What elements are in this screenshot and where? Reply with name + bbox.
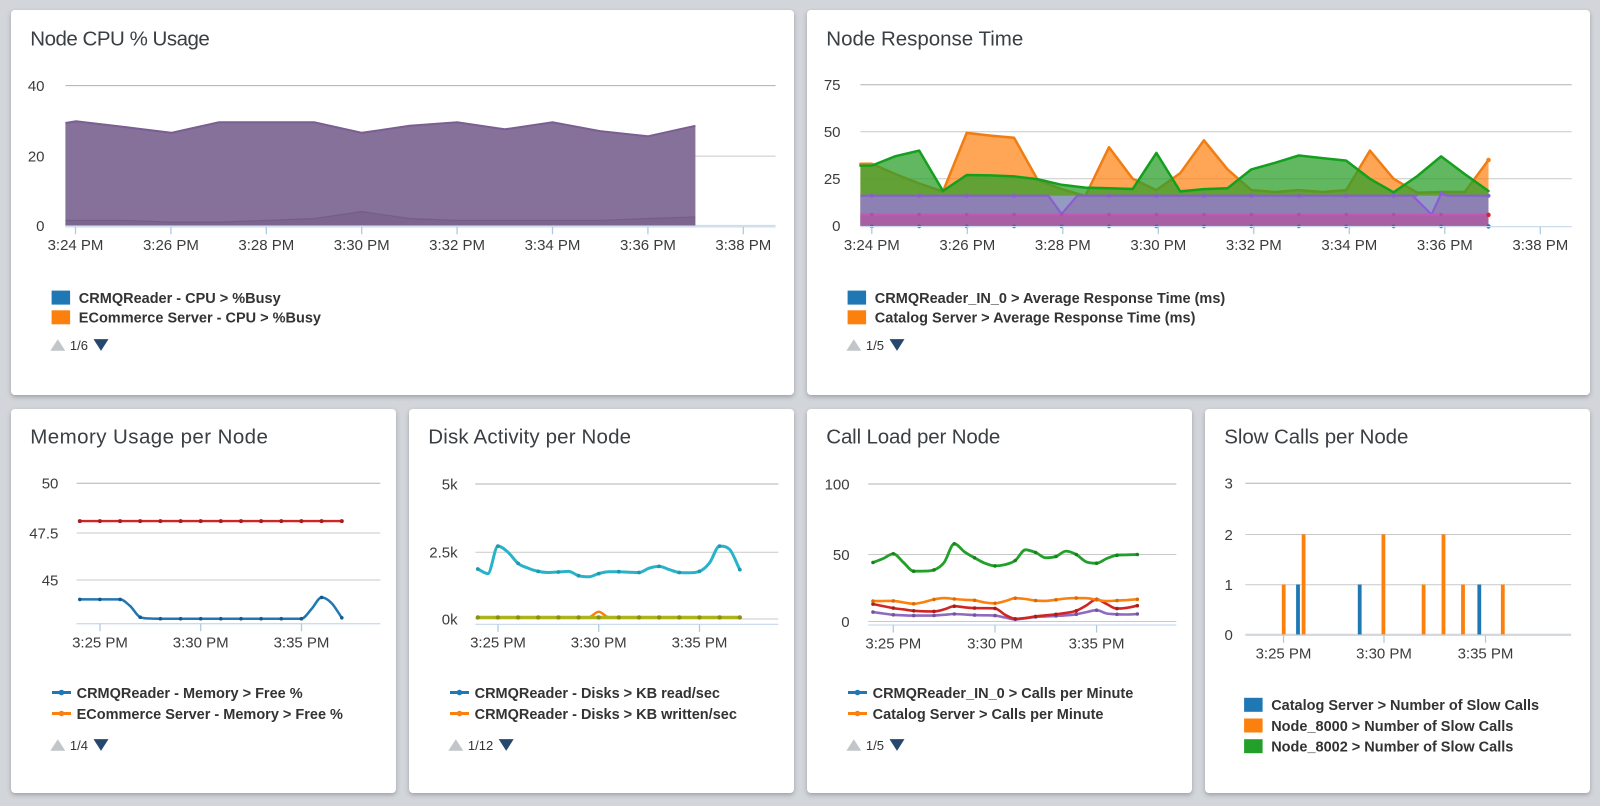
svg-text:ECommerce Server - Memory > Fr: ECommerce Server - Memory > Free %	[77, 707, 343, 723]
svg-text:CRMQReader_IN_0 > Average Resp: CRMQReader_IN_0 > Average Response Time …	[875, 291, 1226, 307]
svg-text:Node_8000 > Number of Slow Cal: Node_8000 > Number of Slow Calls	[1271, 719, 1513, 735]
svg-text:3:32 PM: 3:32 PM	[1226, 237, 1282, 254]
svg-text:0: 0	[1224, 627, 1232, 644]
svg-text:ECommerce Server - CPU > %Busy: ECommerce Server - CPU > %Busy	[79, 311, 321, 327]
svg-text:1/12: 1/12	[468, 738, 493, 753]
svg-text:0: 0	[832, 218, 840, 235]
svg-text:3:25 PM: 3:25 PM	[865, 636, 921, 653]
svg-text:3:24 PM: 3:24 PM	[844, 237, 900, 254]
svg-text:3:28 PM: 3:28 PM	[238, 237, 294, 254]
svg-text:3:34 PM: 3:34 PM	[1321, 237, 1377, 254]
svg-text:3:38 PM: 3:38 PM	[1512, 237, 1568, 254]
svg-text:75: 75	[824, 77, 841, 94]
svg-text:1/5: 1/5	[866, 738, 884, 753]
svg-text:3:25 PM: 3:25 PM	[470, 635, 526, 652]
svg-text:3:28 PM: 3:28 PM	[1035, 237, 1091, 254]
svg-text:3:25 PM: 3:25 PM	[72, 635, 128, 652]
svg-text:2: 2	[1224, 527, 1232, 544]
svg-text:Catalog Server > Average Respo: Catalog Server > Average Response Time (…	[875, 311, 1196, 327]
svg-text:3:30 PM: 3:30 PM	[334, 237, 390, 254]
svg-text:CRMQReader - Disks > KB writte: CRMQReader - Disks > KB written/sec	[475, 707, 737, 723]
svg-text:3:36 PM: 3:36 PM	[620, 237, 676, 254]
svg-text:CRMQReader - CPU > %Busy: CRMQReader - CPU > %Busy	[79, 291, 281, 307]
svg-text:Catalog Server > Number of Slo: Catalog Server > Number of Slow Calls	[1271, 698, 1539, 714]
svg-text:3:35 PM: 3:35 PM	[1458, 646, 1514, 663]
svg-text:Node Response Time: Node Response Time	[826, 27, 1023, 50]
svg-text:Catalog Server > Calls per Min: Catalog Server > Calls per Minute	[873, 707, 1104, 723]
svg-text:CRMQReader - Memory > Free %: CRMQReader - Memory > Free %	[77, 686, 303, 702]
svg-text:3:30 PM: 3:30 PM	[173, 635, 229, 652]
svg-text:Node_8002 > Number of Slow Cal: Node_8002 > Number of Slow Calls	[1271, 740, 1513, 756]
svg-text:3:30 PM: 3:30 PM	[1356, 646, 1412, 663]
svg-text:3:34 PM: 3:34 PM	[525, 237, 581, 254]
svg-text:CRMQReader - Disks > KB read/s: CRMQReader - Disks > KB read/sec	[475, 686, 720, 702]
svg-text:Node CPU % Usage: Node CPU % Usage	[30, 27, 209, 50]
svg-text:3:35 PM: 3:35 PM	[672, 635, 728, 652]
svg-text:Slow Calls per Node: Slow Calls per Node	[1224, 425, 1408, 448]
svg-text:3:38 PM: 3:38 PM	[715, 237, 771, 254]
svg-text:1: 1	[1224, 577, 1232, 594]
svg-text:50: 50	[833, 547, 850, 564]
svg-text:3:32 PM: 3:32 PM	[429, 237, 485, 254]
svg-text:0: 0	[841, 614, 849, 631]
svg-text:CRMQReader_IN_0 > Calls per Mi: CRMQReader_IN_0 > Calls per Minute	[873, 686, 1134, 702]
svg-text:Call Load per Node: Call Load per Node	[826, 425, 1000, 448]
svg-text:1/4: 1/4	[70, 738, 88, 753]
svg-text:3: 3	[1224, 476, 1232, 493]
svg-text:5k: 5k	[442, 476, 458, 493]
svg-text:47.5: 47.5	[29, 525, 58, 542]
svg-text:Memory Usage per Node: Memory Usage per Node	[30, 425, 268, 448]
svg-text:3:30 PM: 3:30 PM	[1130, 237, 1186, 254]
svg-text:3:36 PM: 3:36 PM	[1417, 237, 1473, 254]
svg-text:2.5k: 2.5k	[429, 545, 458, 562]
svg-text:3:26 PM: 3:26 PM	[143, 237, 199, 254]
svg-text:3:30 PM: 3:30 PM	[967, 636, 1023, 653]
svg-text:3:35 PM: 3:35 PM	[1069, 636, 1125, 653]
svg-text:100: 100	[825, 476, 850, 493]
svg-text:3:24 PM: 3:24 PM	[48, 237, 104, 254]
svg-text:3:35 PM: 3:35 PM	[274, 635, 330, 652]
svg-text:25: 25	[824, 171, 841, 188]
svg-text:3:26 PM: 3:26 PM	[939, 237, 995, 254]
svg-text:45: 45	[42, 572, 59, 589]
svg-text:0: 0	[36, 218, 44, 235]
svg-text:3:30 PM: 3:30 PM	[571, 635, 627, 652]
svg-text:1/6: 1/6	[70, 338, 88, 353]
svg-text:0k: 0k	[442, 611, 458, 628]
svg-text:3:25 PM: 3:25 PM	[1256, 646, 1312, 663]
svg-text:50: 50	[42, 476, 59, 493]
svg-text:40: 40	[28, 78, 45, 95]
svg-text:Disk Activity per Node: Disk Activity per Node	[428, 425, 631, 448]
svg-text:50: 50	[824, 124, 841, 141]
svg-text:20: 20	[28, 148, 45, 165]
svg-text:1/5: 1/5	[866, 338, 884, 353]
